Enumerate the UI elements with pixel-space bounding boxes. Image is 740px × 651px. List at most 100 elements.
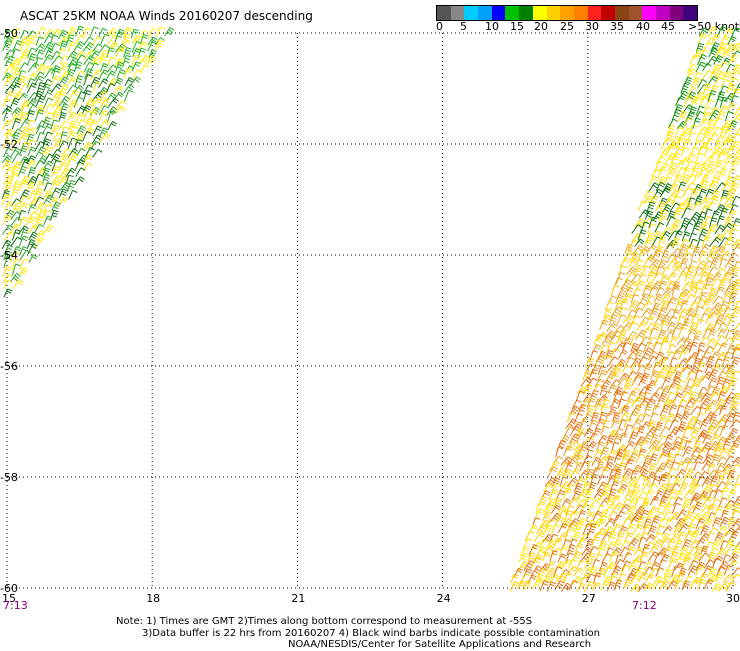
wind-barb [709, 393, 718, 402]
time-label-right: 7:12 [632, 599, 657, 612]
wind-barb [28, 54, 36, 65]
wind-barb [83, 132, 92, 142]
wind-barb [115, 33, 123, 44]
wind-barb [637, 426, 646, 437]
wind-barb [693, 173, 702, 183]
wind-barb [642, 301, 652, 309]
wind-barb [11, 98, 20, 108]
wind-barb [694, 72, 703, 80]
wind-barb [608, 357, 618, 366]
y-tick-label: -54 [0, 249, 18, 262]
wind-barb [43, 55, 53, 65]
wind-barb [654, 294, 663, 303]
wind-barb [117, 101, 127, 109]
wind-barb [649, 413, 658, 422]
wind-barb [690, 55, 699, 64]
wind-barb [617, 531, 624, 540]
wind-barb [700, 285, 709, 296]
wind-barb [623, 553, 632, 562]
wind-barb [613, 475, 621, 484]
wind-barb [685, 356, 695, 366]
wind-barb [37, 27, 46, 37]
wind-barb [725, 112, 733, 122]
wind-barb [76, 113, 84, 121]
wind-barb [114, 86, 123, 94]
wind-barb [26, 217, 36, 226]
wind-barb [59, 162, 67, 170]
wind-barb [648, 526, 657, 535]
wind-barb [728, 168, 736, 177]
wind-barb [644, 583, 653, 591]
wind-barb [92, 37, 101, 46]
wind-barb [574, 505, 584, 514]
wind-barb [106, 84, 115, 93]
wind-barb [12, 186, 20, 197]
wind-barb [75, 177, 85, 185]
wind-barb [730, 420, 740, 429]
wind-barbs [2, 26, 740, 592]
wind-barb [27, 140, 35, 151]
wind-barb [607, 436, 615, 445]
wind-barb [684, 490, 694, 498]
wind-barb [576, 391, 584, 401]
wind-barb [714, 509, 722, 519]
wind-barb [620, 476, 629, 485]
wind-barb [703, 454, 714, 463]
wind-barb [704, 148, 712, 157]
wind-barb [542, 552, 550, 561]
wind-barb [650, 393, 660, 400]
wind-barb [726, 582, 736, 592]
wind-barb [700, 512, 710, 522]
wind-barb [69, 190, 78, 199]
wind-barb [635, 302, 644, 311]
wind-barb [667, 168, 677, 176]
wind-barb [724, 565, 732, 575]
time-label-left: 7:13 [3, 599, 28, 612]
wind-barb [19, 93, 28, 100]
wind-barb [67, 85, 78, 94]
wind-barb [76, 168, 85, 177]
wind-barb [676, 491, 684, 501]
wind-barb [716, 399, 725, 409]
wind-barb [156, 40, 164, 50]
wind-barb [36, 203, 45, 212]
wind-barb [511, 582, 519, 592]
wind-barb [601, 426, 610, 435]
wind-barb [723, 575, 733, 583]
x-tick-label: 24 [437, 592, 451, 605]
wind-barb [66, 69, 75, 79]
wind-barb [656, 156, 666, 164]
wind-barb [684, 441, 692, 450]
wind-barb [564, 446, 572, 456]
wind-barb [594, 573, 602, 583]
wind-barb [655, 223, 664, 233]
wind-barb [61, 104, 69, 114]
wind-barb [2, 240, 11, 249]
wind-barb [679, 483, 688, 492]
wind-barb [58, 197, 68, 206]
wind-barb [52, 202, 61, 211]
wind-barb [670, 183, 679, 192]
wind-barb [60, 154, 70, 164]
wind-barb [50, 35, 58, 44]
wind-barb [602, 553, 612, 563]
wind-barb [689, 385, 698, 394]
wind-barb [550, 461, 560, 472]
wind-barb [733, 412, 740, 422]
wind-barb [691, 78, 701, 87]
wind-barb [627, 547, 635, 557]
wind-barb [109, 98, 119, 107]
wind-barb [667, 581, 677, 590]
wind-barb [706, 138, 714, 149]
wind-barb [717, 216, 725, 226]
wind-barb [90, 27, 98, 37]
wind-barb [519, 553, 529, 563]
wind-barb [660, 340, 668, 351]
wind-barb [613, 496, 621, 505]
wind-barb [90, 51, 100, 60]
wind-barb [52, 111, 60, 120]
wind-barb [20, 146, 28, 155]
wind-barb [732, 27, 740, 36]
wind-barb [131, 29, 138, 38]
wind-barb [577, 583, 586, 592]
